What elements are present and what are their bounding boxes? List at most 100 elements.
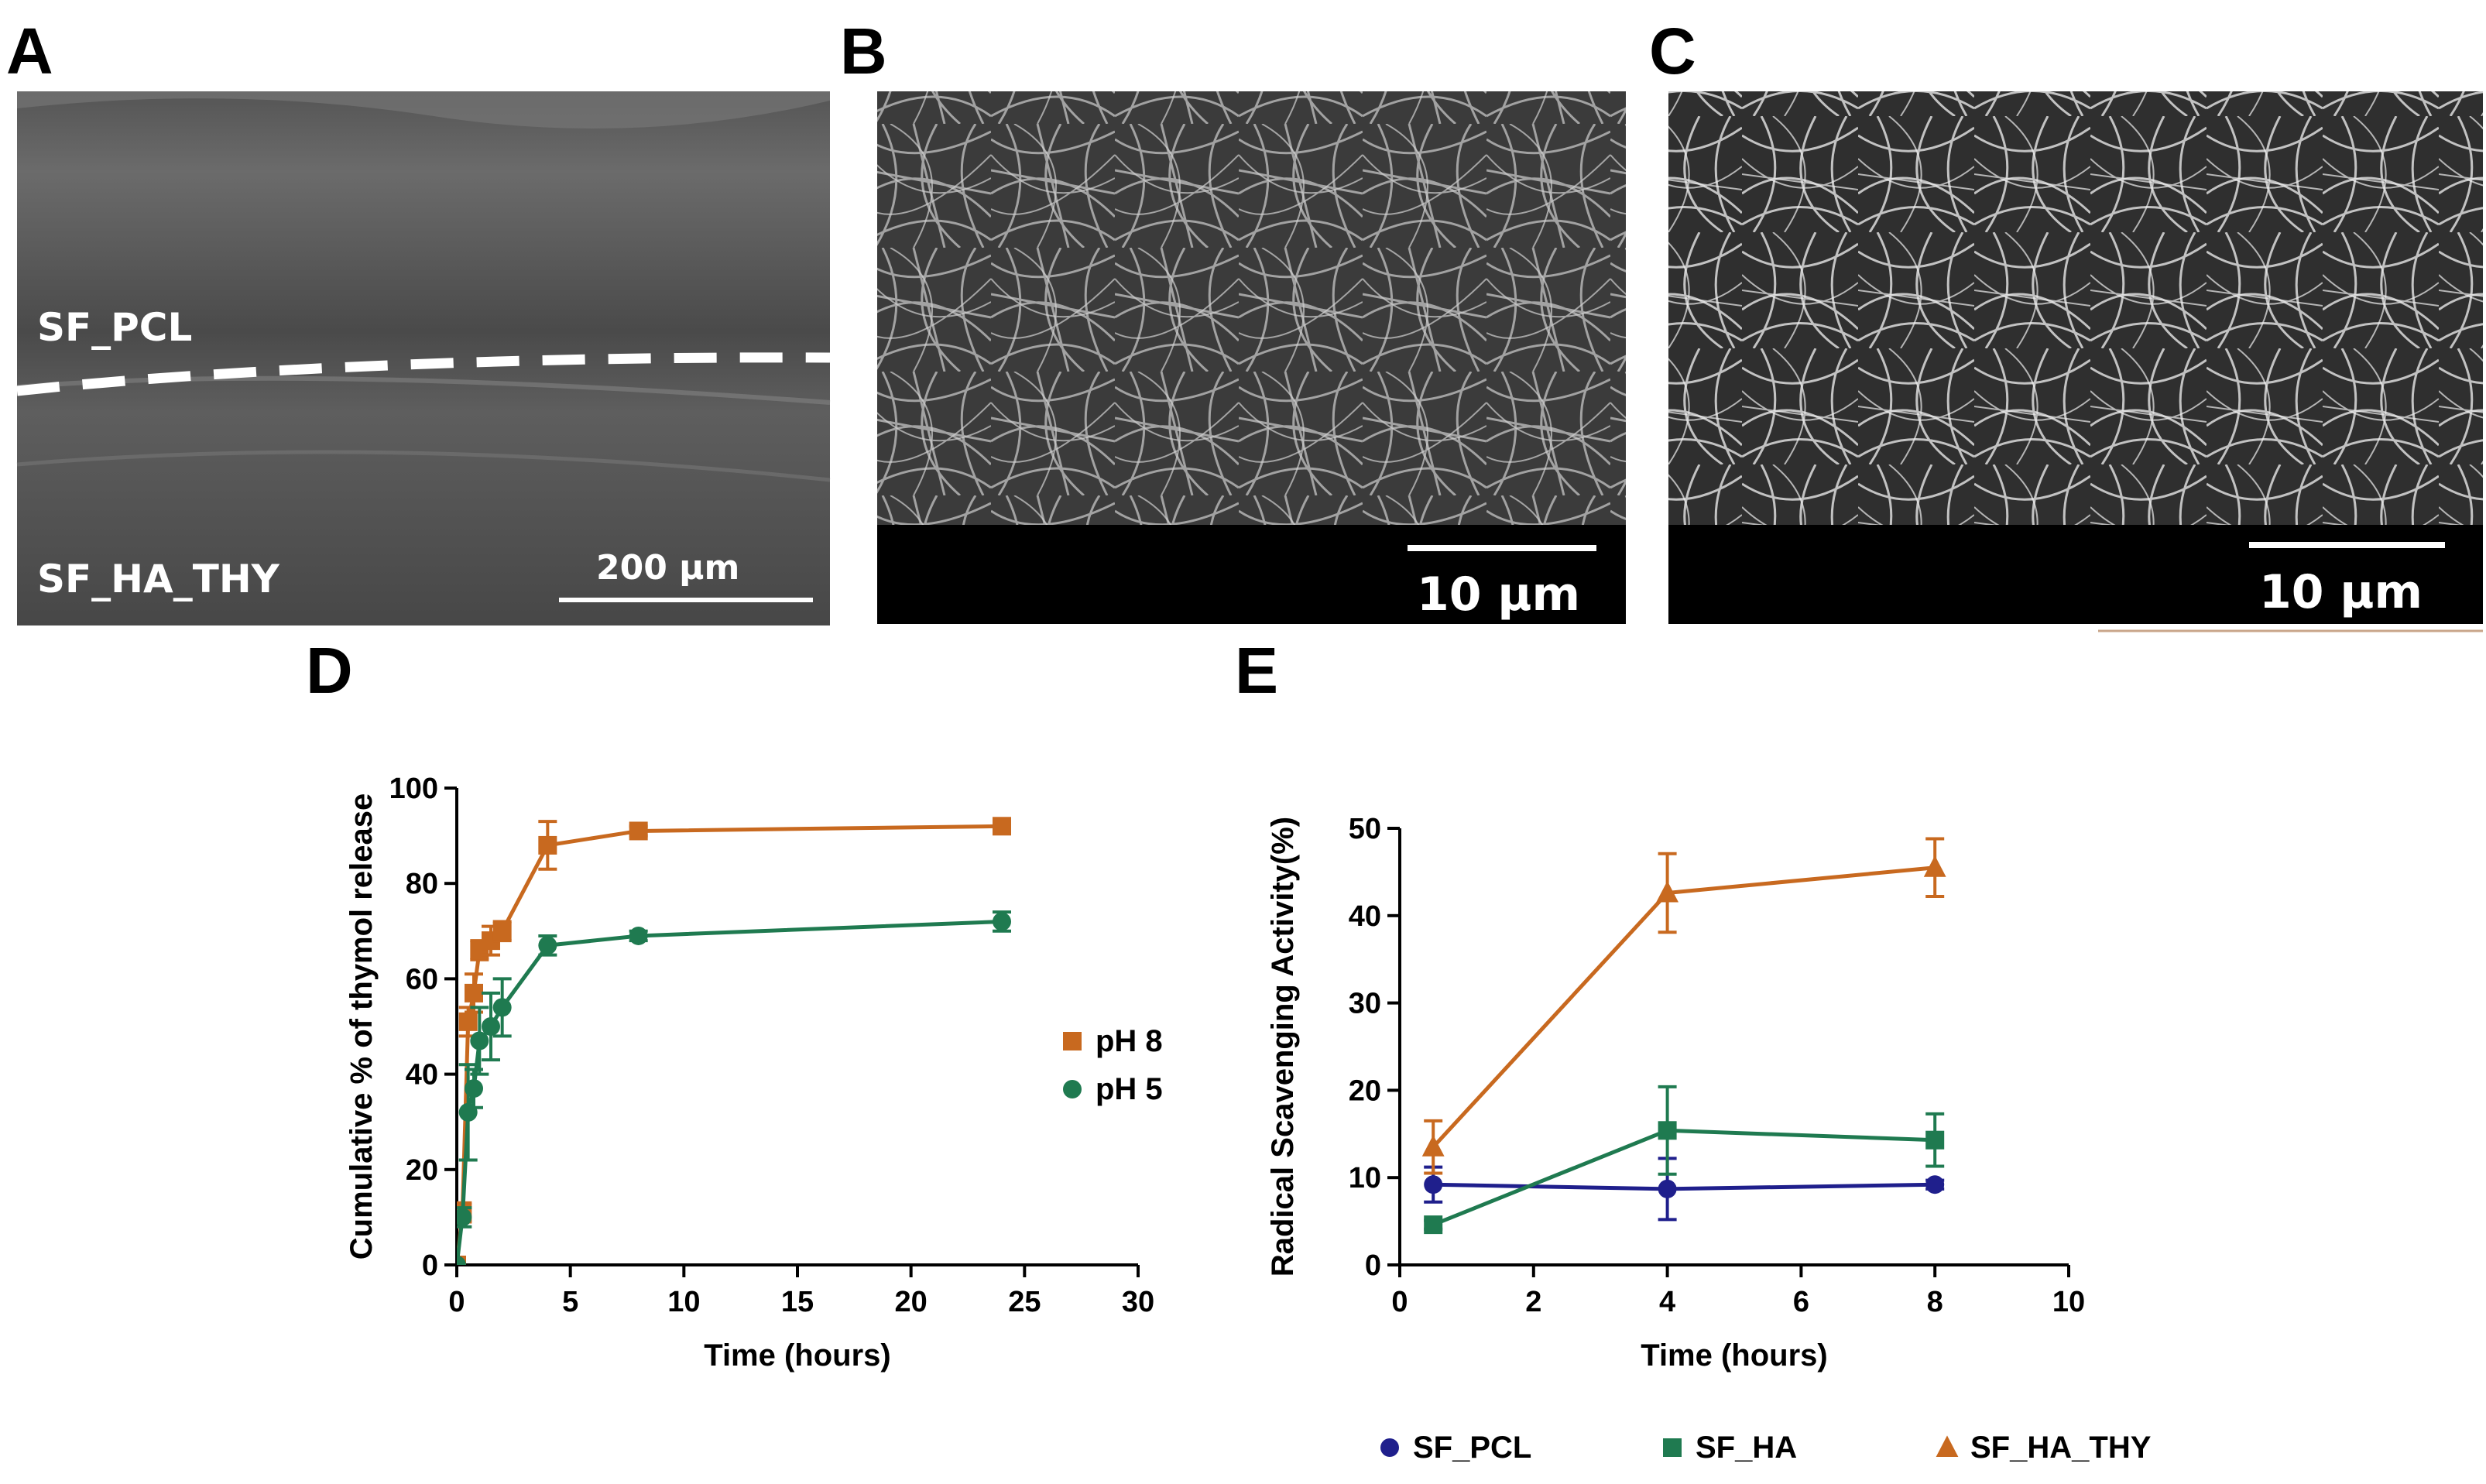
series-sf-pcl — [1424, 1157, 1945, 1222]
panel-d: D 0 5 10 15 20 25 30 0 20 40 60 80 100 Time (hours) Cu… — [306, 634, 1163, 1373]
data-point — [629, 821, 648, 841]
panel-b-label: B — [840, 15, 887, 87]
data-point — [1658, 1179, 1677, 1198]
data-point — [465, 983, 483, 1002]
layer-top-label: SF_PCL — [37, 305, 192, 350]
panel-c-label: C — [1649, 15, 1696, 87]
data-point — [538, 835, 557, 855]
data-point — [492, 921, 512, 941]
series-ph-8 — [457, 817, 1011, 1265]
data-point — [482, 1017, 500, 1036]
y-tick-label: 60 — [406, 963, 438, 996]
data-point — [457, 1208, 472, 1227]
panel-a-label: A — [6, 15, 53, 87]
sem-image-fibers-b — [877, 91, 1626, 525]
x-tick-label: 30 — [1122, 1286, 1154, 1318]
series-sf-ha — [1424, 1085, 1945, 1235]
y-tick-label: 40 — [406, 1059, 438, 1092]
y-tick-label: 40 — [1349, 900, 1381, 933]
chart-scavenging: 0 2 4 6 8 10 0 10 20 30 40 50 Time (hours) Radical Sc… — [1266, 813, 2152, 1465]
y-tick-label: 20 — [1349, 1074, 1381, 1107]
series-line — [1432, 1128, 1936, 1227]
y-tick-label: 0 — [422, 1249, 438, 1282]
legend-item: pH 5 — [1063, 1072, 1163, 1106]
panel-d-label: D — [306, 634, 353, 707]
y-axis-label: Cumulative % of thymol release — [345, 793, 379, 1260]
y-tick-label: 20 — [406, 1154, 438, 1187]
legend-item: SF_HA_THY — [1936, 1431, 2152, 1465]
y-axis-label: Radical Scavenging Activity(%) — [1266, 817, 1300, 1277]
x-tick-label: 0 — [448, 1286, 465, 1318]
legend-item: pH 8 — [1063, 1024, 1163, 1058]
data-point — [1658, 1121, 1677, 1140]
data-point — [465, 1079, 483, 1098]
x-tick-label: 2 — [1525, 1286, 1541, 1318]
legend-label: SF_HA_THY — [1970, 1431, 2152, 1465]
panel-e: E 0 2 4 6 8 10 0 10 20 30 40 50 Time (hours) Radical … — [1235, 634, 2152, 1465]
x-tick-label: 10 — [667, 1286, 700, 1318]
y-tick-label: 80 — [406, 868, 438, 900]
sem-texture-top — [17, 91, 830, 129]
legend-label: SF_PCL — [1413, 1431, 1531, 1465]
legend-marker — [1936, 1435, 1959, 1457]
legend-marker — [1063, 1080, 1082, 1098]
legend-label: pH 5 — [1096, 1072, 1163, 1106]
data-point — [1424, 1215, 1443, 1235]
plot-area — [457, 817, 1011, 1265]
data-point — [1923, 855, 1946, 877]
layer-boundary-line — [16, 352, 831, 396]
series-sf-ha-thy — [1421, 837, 1946, 1175]
legend-marker — [1380, 1438, 1399, 1457]
x-tick-label: 6 — [1793, 1286, 1809, 1318]
layer-bottom-label: SF_HA_THY — [37, 557, 280, 601]
data-point — [538, 936, 557, 955]
x-tick-label: 5 — [562, 1286, 578, 1318]
data-point — [1656, 880, 1678, 903]
panel-e-label: E — [1235, 634, 1278, 707]
data-point — [458, 1012, 478, 1031]
x-tick-label: 15 — [781, 1286, 814, 1318]
plot-area — [1421, 837, 1946, 1235]
y-tick-label: 10 — [1349, 1162, 1381, 1194]
data-point — [1421, 1135, 1445, 1157]
data-point — [993, 817, 1011, 836]
scale-bar-b-label: 10 µm — [1417, 567, 1580, 622]
chart-release: 0 5 10 15 20 25 30 0 20 40 60 80 100 Time (hours) Cumu… — [345, 773, 1163, 1373]
legend-marker — [1063, 1032, 1082, 1050]
series-line — [1433, 1182, 1936, 1191]
panel-a: A SF_PCL SF_HA_THY 200 µm — [6, 15, 831, 625]
x-tick-label: 10 — [2052, 1286, 2085, 1318]
data-point — [492, 998, 512, 1017]
legend-label: pH 8 — [1096, 1024, 1163, 1058]
legend-item: SF_PCL — [1380, 1431, 1531, 1465]
y-tick-label: 100 — [389, 773, 438, 805]
scale-strip-c — [1668, 525, 2483, 624]
data-point — [1424, 1175, 1443, 1194]
x-tick-label: 0 — [1391, 1286, 1408, 1318]
x-axis-label: Time (hours) — [1641, 1338, 1828, 1373]
panel-c: C 10 µm — [1649, 15, 2483, 632]
data-point — [993, 912, 1011, 931]
data-point — [470, 1031, 489, 1050]
sem-image-fibers-c — [1668, 91, 2483, 525]
legend-item: SF_HA — [1663, 1431, 1797, 1465]
y-tick-label: 30 — [1349, 988, 1381, 1020]
scale-bar-a-label: 200 µm — [596, 548, 739, 588]
x-tick-label: 20 — [895, 1286, 928, 1318]
data-point — [1925, 1130, 1945, 1150]
x-tick-label: 8 — [1927, 1286, 1943, 1318]
data-point — [457, 1256, 466, 1265]
series-line — [457, 919, 1003, 1265]
series-line — [457, 824, 1003, 1265]
scale-bar-c-label: 10 µm — [2259, 565, 2423, 619]
scale-strip-b — [877, 525, 1626, 624]
x-tick-label: 4 — [1659, 1286, 1675, 1318]
data-point — [629, 926, 648, 945]
series-line — [1432, 865, 1936, 1149]
legend-marker — [1663, 1438, 1682, 1457]
x-tick-label: 25 — [1008, 1286, 1041, 1318]
panel-b: B 10 µm — [840, 15, 1626, 624]
legend-label: SF_HA — [1696, 1431, 1797, 1465]
x-axis-label: Time (hours) — [704, 1338, 891, 1373]
y-tick-label: 50 — [1349, 813, 1381, 845]
